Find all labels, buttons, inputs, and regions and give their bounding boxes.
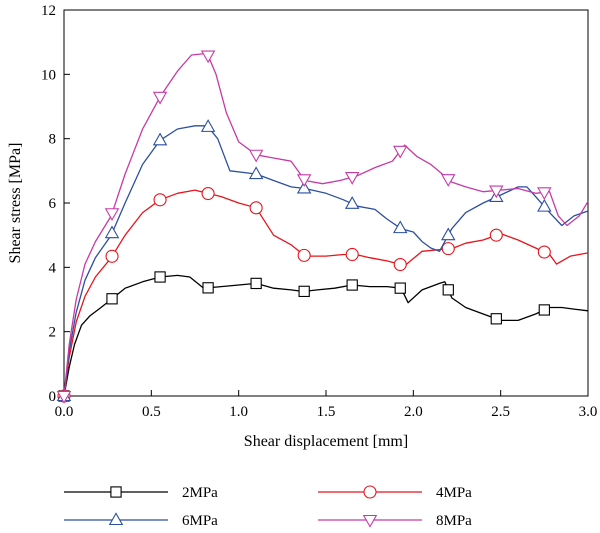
data-point-2MPa [394, 282, 406, 294]
legend-marker [363, 485, 377, 499]
data-point-4MPa [489, 228, 503, 242]
y-tick-label: 8 [49, 132, 57, 148]
data-point-4MPa [201, 187, 215, 201]
data-point-8MPa [248, 149, 264, 163]
legend-item-8MPa: 8MPa [318, 513, 472, 529]
data-point-8MPa [152, 91, 168, 105]
data-point-2MPa [154, 271, 166, 283]
data-point-2MPa [250, 277, 262, 290]
legend-item-4MPa: 4MPa [318, 485, 472, 501]
data-point-8MPa [537, 187, 552, 201]
series-line-8MPa [63, 52, 589, 397]
x-tick-label: 2.0 [404, 404, 423, 420]
y-tick-label: 2 [49, 325, 57, 341]
data-point-2MPa [298, 285, 310, 298]
data-point-8MPa [296, 174, 312, 187]
data-point-2MPa [106, 293, 118, 305]
data-point-6MPa [296, 180, 312, 194]
data-point-6MPa [537, 198, 552, 212]
legend-label: 4MPa [436, 485, 472, 501]
series-4MPa [57, 187, 589, 403]
x-axis-label: Shear displacement [mm] [244, 433, 408, 450]
x-tick-label: 3.0 [579, 404, 598, 420]
y-tick-label: 0 [49, 389, 57, 405]
legend-label: 6MPa [182, 513, 218, 529]
series-2MPa [58, 271, 589, 402]
data-point-2MPa [442, 284, 454, 296]
data-point-8MPa [104, 208, 120, 221]
legend-item-6MPa: 6MPa [64, 512, 218, 529]
x-tick-label: 0.5 [142, 404, 161, 420]
legend: 2MPa 4MPa 6MPa 8MPa [64, 485, 472, 529]
x-tick-label: 1.5 [317, 404, 336, 420]
data-point-6MPa [441, 227, 456, 241]
series-line-6MPa [63, 125, 589, 397]
data-point-2MPa [346, 279, 358, 291]
series-line-4MPa [63, 189, 589, 397]
x-tick-label: 2.5 [491, 404, 510, 420]
y-tick-label: 12 [41, 3, 56, 19]
data-point-8MPa [344, 172, 360, 185]
data-point-4MPa [153, 193, 167, 207]
y-tick-label: 10 [41, 67, 56, 83]
legend-item-2MPa: 2MPa [64, 485, 218, 501]
data-point-4MPa [537, 245, 551, 259]
data-point-4MPa [297, 248, 311, 262]
data-point-8MPa [56, 390, 72, 404]
legend-marker [110, 486, 122, 498]
x-tick-label: 1.0 [229, 404, 248, 420]
data-point-4MPa [393, 257, 407, 272]
series-6MPa [56, 119, 589, 402]
y-tick-label: 4 [49, 260, 57, 276]
data-point-6MPa [200, 119, 216, 132]
x-tick-label: 0.0 [55, 404, 74, 420]
plot-frame [63, 9, 589, 397]
data-point-4MPa [345, 247, 359, 262]
series-8MPa [56, 50, 589, 404]
data-point-8MPa [392, 145, 408, 159]
data-point-6MPa [344, 196, 360, 209]
legend-label: 8MPa [436, 513, 472, 529]
data-point-6MPa [152, 132, 168, 146]
series-line-2MPa [63, 274, 589, 397]
legend-marker [362, 514, 378, 528]
data-point-2MPa [538, 304, 550, 316]
y-axis-label: Shear stress [MPa] [7, 143, 24, 264]
data-point-4MPa [105, 249, 119, 263]
legend-label: 2MPa [182, 485, 218, 501]
data-point-2MPa [202, 282, 214, 294]
data-point-6MPa [248, 166, 264, 180]
y-tick-label: 6 [49, 196, 57, 212]
data-point-4MPa [441, 242, 455, 256]
data-point-4MPa [249, 201, 263, 215]
data-point-8MPa [489, 185, 504, 199]
data-point-8MPa [200, 50, 216, 64]
data-point-2MPa [490, 313, 502, 325]
legend-marker [108, 512, 124, 526]
data-point-8MPa [441, 174, 456, 187]
data-point-6MPa [104, 225, 120, 239]
data-point-6MPa [392, 220, 408, 234]
